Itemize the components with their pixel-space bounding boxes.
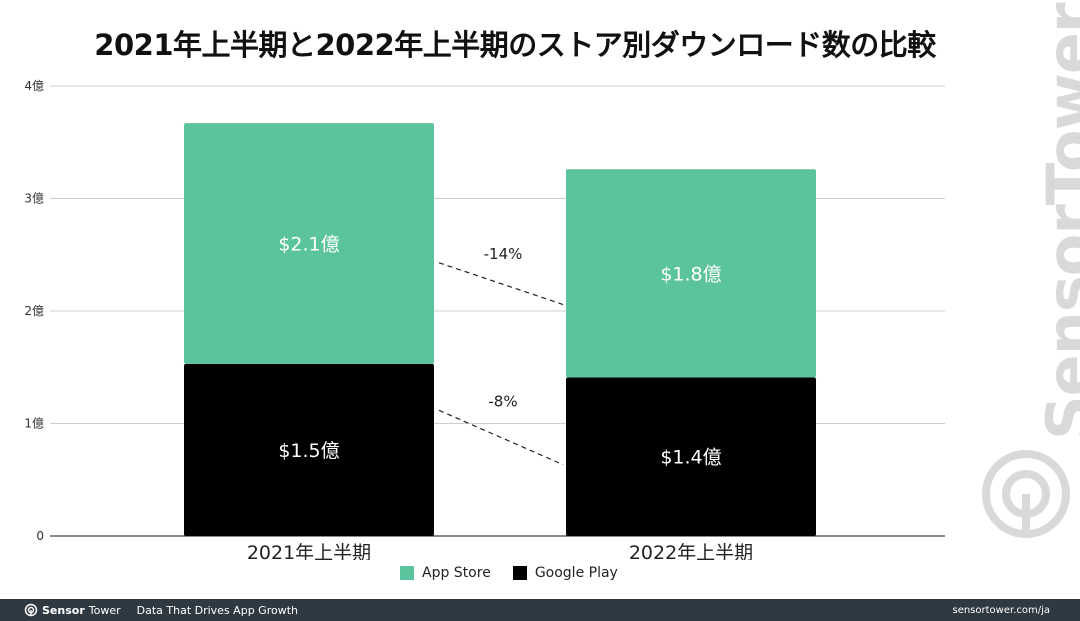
change-connector-0	[438, 262, 564, 306]
sensor-tower-watermark: SensorTower	[1033, 3, 1080, 440]
legend-label-app-store: App Store	[422, 565, 491, 581]
bar-app-store-1	[566, 169, 816, 378]
chart-legend: App Store Google Play	[400, 565, 618, 581]
legend-item-app-store: App Store	[400, 565, 491, 581]
bar-label-google-play-0: $1.5億	[278, 440, 339, 462]
legend-label-google-play: Google Play	[534, 565, 618, 581]
x-tick-label-0: 2021年上半期	[247, 542, 371, 560]
stacked-bar-chart: 0 1億 2億 3億 4億 $1.5億 $2.1億 $1.4億 $1.8億 -14% -8% 2…	[24, 79, 945, 560]
x-axis-labels: 2021年上半期 2022年上半期	[247, 542, 753, 560]
footer-url[interactable]: sensortower.com/ja	[952, 604, 1050, 616]
y-tick-label-1: 1億	[24, 417, 44, 431]
footer-logo[interactable]: Sensor Tower	[24, 603, 121, 617]
legend-swatch-google-play	[512, 566, 527, 580]
bar-google-play-0	[184, 363, 434, 536]
y-axis-ticks: 0 1億 2億 3億 4億	[24, 79, 44, 543]
sensor-tower-logo-icon	[982, 450, 1070, 538]
bar-label-app-store-0: $2.1億	[278, 234, 339, 256]
x-tick-label-1: 2022年上半期	[629, 542, 753, 560]
change-label-0: -14%	[484, 245, 523, 263]
y-tick-label-2: 2億	[24, 304, 44, 318]
footer-brand-sensor: Sensor	[42, 603, 85, 617]
legend-swatch-app-store	[400, 566, 414, 580]
change-label-1: -8%	[488, 392, 517, 410]
bars: $1.5億 $2.1億 $1.4億 $1.8億	[184, 123, 816, 536]
y-tick-label-3: 3億	[24, 192, 44, 206]
legend-item-google-play: Google Play	[512, 565, 618, 581]
sensor-tower-footer-icon	[24, 603, 38, 617]
change-connector-1	[438, 409, 564, 466]
y-tick-label-0: 0	[36, 529, 44, 543]
footer-tagline: Data That Drives App Growth	[136, 603, 298, 617]
bar-app-store-0	[184, 123, 434, 364]
bar-label-google-play-1: $1.4億	[660, 447, 721, 469]
change-annotations: -14% -8%	[438, 245, 564, 466]
footer-brand-tower: Tower	[88, 603, 121, 617]
y-tick-label-4: 4億	[24, 79, 44, 93]
chart-title: 2021年上半期と2022年上半期のストア別ダウンロード数の比較	[94, 28, 936, 62]
footer-bar: Sensor Tower Data That Drives App Growth …	[0, 599, 1080, 621]
bar-google-play-1	[566, 377, 816, 536]
bar-label-app-store-1: $1.8億	[660, 263, 721, 285]
